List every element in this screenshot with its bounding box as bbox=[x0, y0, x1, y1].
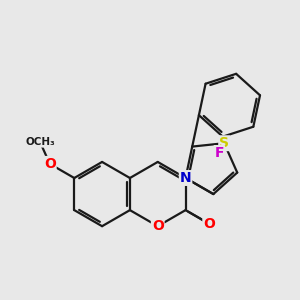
Text: N: N bbox=[180, 171, 191, 185]
Text: F: F bbox=[214, 146, 224, 160]
Text: S: S bbox=[219, 136, 229, 150]
Text: O: O bbox=[152, 219, 164, 233]
Text: O: O bbox=[203, 217, 215, 231]
Text: OCH₃: OCH₃ bbox=[25, 137, 55, 147]
Text: O: O bbox=[44, 157, 56, 171]
